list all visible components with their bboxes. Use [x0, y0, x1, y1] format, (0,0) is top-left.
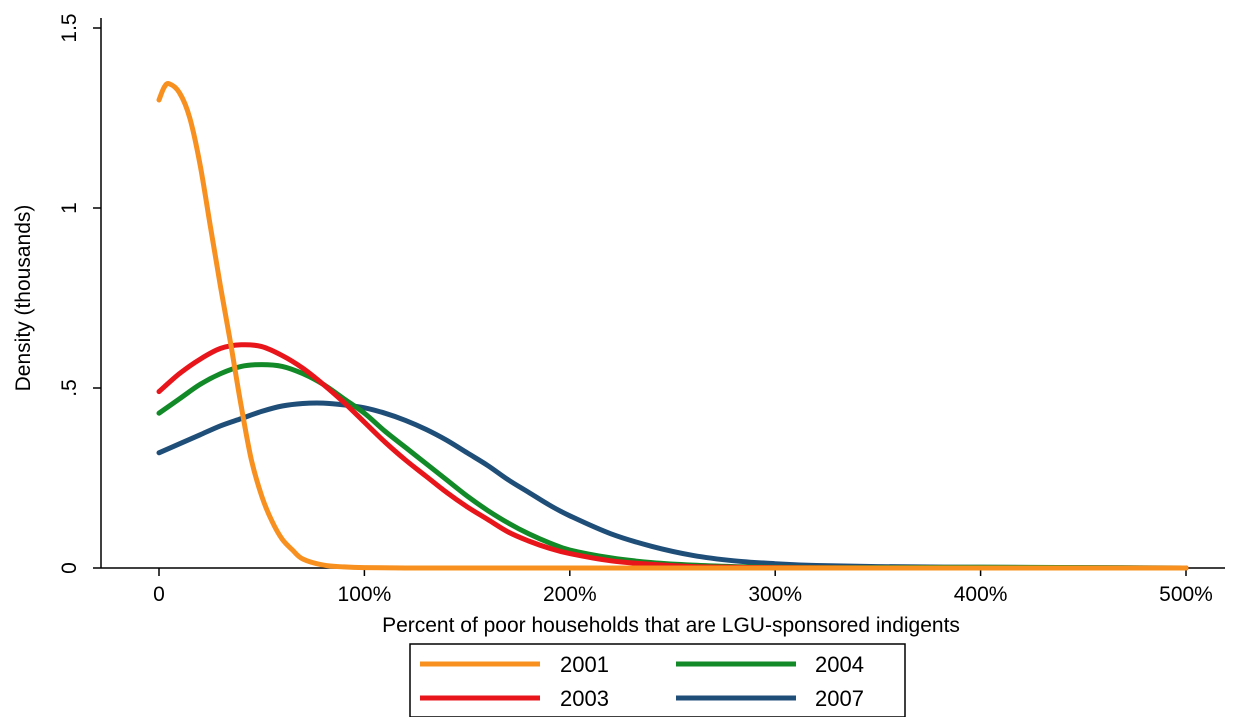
series-line-2003 [156, 342, 1189, 571]
y-tick-label: 1 [58, 202, 81, 214]
x-tick-label: 200% [543, 583, 597, 606]
legend-label-2001: 2001 [560, 652, 609, 677]
series-layer [156, 81, 1189, 571]
y-tick-label: .5 [58, 379, 81, 397]
ticks: 0 100% 200% 300% 400% 500% 0 .5 1 1.5 [58, 13, 1213, 606]
series-line-2004 [156, 362, 1189, 571]
legend-label-2004: 2004 [815, 652, 864, 677]
legend-label-2007: 2007 [815, 686, 864, 711]
x-tick-label: 0 [153, 583, 165, 606]
y-tick-label: 1.5 [58, 13, 81, 42]
x-tick-label: 100% [338, 583, 392, 606]
legend-label-2003: 2003 [560, 686, 609, 711]
axes [100, 18, 1225, 569]
x-tick-label: 300% [748, 583, 802, 606]
legend-box [409, 643, 906, 717]
legend: 2001 2004 2003 2007 [409, 643, 906, 717]
x-axis-title: Percent of poor households that are LGU-… [382, 614, 960, 637]
x-tick-label: 500% [1159, 583, 1213, 606]
series-line-2007 [156, 400, 1189, 571]
x-tick-label: 400% [954, 583, 1008, 606]
series-line-2001 [156, 81, 1189, 571]
y-axis-title: Density (thousands) [12, 205, 35, 392]
y-tick-label: 0 [58, 562, 81, 574]
